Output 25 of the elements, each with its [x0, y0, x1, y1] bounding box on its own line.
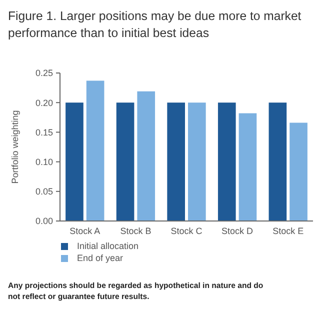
x-tick-label: Stock D [222, 226, 254, 236]
bar [86, 80, 104, 221]
y-tick-label: 0.00 [35, 216, 53, 226]
bar [116, 102, 134, 221]
y-tick-label: 0.15 [35, 127, 53, 138]
x-tick-label: Stock B [120, 226, 152, 236]
bar [66, 102, 84, 221]
legend-label: Initial allocation [77, 241, 139, 251]
y-axis-title: Portfolio weighting [10, 110, 20, 184]
y-tick-label: 0.20 [35, 98, 53, 108]
x-tick-label: Stock A [70, 226, 100, 236]
legend-label: End of year [77, 253, 124, 263]
bar [188, 102, 206, 221]
bar [167, 102, 185, 221]
x-tick-label: Stock C [170, 226, 203, 236]
chart-title: Figure 1. Larger positions may be due more to market performance than to initial best ideas [8, 9, 302, 40]
y-tick-label: 0.05 [35, 186, 53, 197]
x-tick-label: Stock E [272, 226, 304, 236]
bar [268, 102, 287, 221]
y-tick-label: 0.10 [35, 156, 53, 167]
bar [238, 113, 257, 221]
y-tick-label: 0.25 [35, 68, 53, 78]
bar [137, 91, 156, 221]
bar [218, 102, 236, 221]
bar [290, 122, 308, 221]
